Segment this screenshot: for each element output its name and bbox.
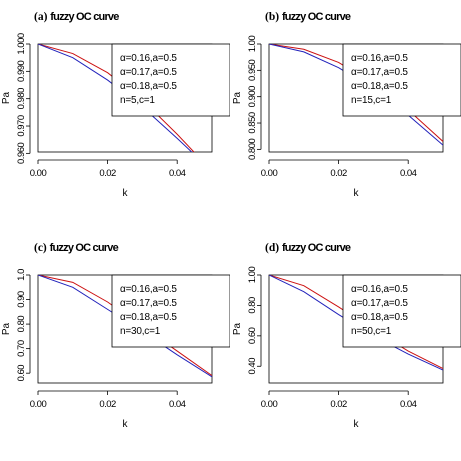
x-tick-label: 0.04 — [400, 168, 417, 179]
x-tick-label: 0.00 — [261, 168, 278, 179]
legend-entry: α=0.16,a=0.5 — [351, 284, 408, 295]
legend-entry: α=0.16,a=0.5 — [351, 53, 408, 64]
y-tick-label: 0.60 — [16, 365, 27, 382]
panel-label: (b) — [265, 11, 282, 23]
y-tick-label: 0.950 — [247, 59, 258, 80]
x-tick-label: 0.00 — [30, 168, 47, 179]
x-tick-label: 0.02 — [330, 168, 347, 179]
y-tick-label: 1.00 — [247, 36, 258, 53]
chart-title: (b) fuzzy OC curve — [265, 11, 351, 23]
legend-entry: n=30,c=1 — [120, 326, 161, 337]
legend-box — [111, 274, 230, 348]
y-tick-label: 0.980 — [16, 88, 27, 109]
legend-entry: α=0.17,a=0.5 — [120, 298, 177, 309]
chart-title: (c) fuzzy OC curve — [34, 242, 119, 254]
legend-entry: α=0.17,a=0.5 — [351, 298, 408, 309]
chart-svg: (b) fuzzy OC curve 0.00 0.02 0.04 k 0.800 0.85… — [232, 11, 461, 199]
x-tick-label: 0.04 — [169, 399, 186, 410]
panel-b: (b) fuzzy OC curve 0.00 0.02 0.04 k 0.800 0.85… — [231, 0, 461, 230]
y-tick-label: 0.80 — [16, 316, 27, 333]
y-tick-label: 1.0 — [16, 269, 27, 281]
title-text: fuzzy OC curve — [50, 11, 119, 23]
panel-label: (c) — [34, 242, 50, 254]
chart-svg: (a) fuzzy OC curve 0.00 0.02 0.04 k 0.960 0.97… — [1, 11, 230, 199]
y-tick-label: 0.850 — [247, 112, 258, 133]
y-tick-label: 0.60 — [247, 327, 258, 344]
y-tick-label: 0.90 — [16, 291, 27, 308]
legend-entry: α=0.17,a=0.5 — [351, 67, 408, 78]
x-axis-label: k — [123, 188, 129, 199]
x-tick-label: 0.00 — [30, 399, 47, 410]
chart-svg: (c) fuzzy OC curve 0.00 0.02 0.04 k 0.60 0.70 0… — [1, 242, 230, 430]
x-axis-label: k — [123, 419, 129, 430]
x-axis-label: k — [354, 188, 360, 199]
y-axis-label: Pa — [1, 91, 12, 104]
x-tick-label: 0.04 — [400, 399, 417, 410]
panel-a: (a) fuzzy OC curve 0.00 0.02 0.04 k 0.960 0.97… — [0, 0, 230, 230]
panel-d: (d) fuzzy OC curve 0.00 0.02 0.04 k 0.40 0.60 0… — [231, 231, 461, 461]
title-text: fuzzy OC curve — [282, 242, 351, 254]
y-tick-label: 0.990 — [16, 60, 27, 81]
y-axis-label: Pa — [232, 322, 243, 335]
title-text: fuzzy OC curve — [282, 11, 351, 23]
legend-box — [342, 43, 461, 117]
chart-title: (a) fuzzy OC curve — [34, 11, 119, 23]
x-tick-label: 0.02 — [99, 399, 116, 410]
y-axis-label: Pa — [232, 91, 243, 104]
chart-title: (d) fuzzy OC curve — [265, 242, 351, 254]
x-tick-label: 0.02 — [330, 399, 347, 410]
legend-entry: α=0.18,a=0.5 — [351, 81, 408, 92]
legend-entry: α=0.16,a=0.5 — [120, 53, 177, 64]
y-tick-label: 0.900 — [247, 86, 258, 107]
x-tick-label: 0.02 — [99, 168, 116, 179]
panel-label: (d) — [265, 242, 282, 254]
panel-label: (a) — [34, 11, 50, 23]
legend-box — [342, 274, 461, 348]
y-tick-label: 0.40 — [247, 358, 258, 375]
chart-svg: (d) fuzzy OC curve 0.00 0.02 0.04 k 0.40 0.60 0… — [232, 242, 461, 430]
panel-c: (c) fuzzy OC curve 0.00 0.02 0.04 k 0.60 0.70 0… — [0, 231, 230, 461]
y-tick-label: 0.970 — [16, 115, 27, 136]
legend-entry: α=0.16,a=0.5 — [120, 284, 177, 295]
y-tick-label: 1.00 — [247, 267, 258, 284]
title-text: fuzzy OC curve — [50, 242, 119, 254]
y-tick-label: 0.70 — [16, 340, 27, 357]
legend-entry: n=5,c=1 — [120, 95, 155, 106]
legend-entry: n=50,c=1 — [351, 326, 392, 337]
x-tick-label: 0.04 — [169, 168, 186, 179]
y-tick-label: 0.800 — [247, 139, 258, 160]
y-tick-label: 0.80 — [247, 297, 258, 314]
legend-entry: α=0.18,a=0.5 — [351, 312, 408, 323]
y-axis-label: Pa — [1, 322, 12, 335]
x-axis-label: k — [354, 419, 360, 430]
x-tick-label: 0.00 — [261, 399, 278, 410]
legend-entry: n=15,c=1 — [351, 95, 392, 106]
legend-box — [111, 43, 230, 117]
legend-entry: α=0.17,a=0.5 — [120, 67, 177, 78]
legend-entry: α=0.18,a=0.5 — [120, 81, 177, 92]
y-tick-label: 0.960 — [16, 143, 27, 164]
y-tick-label: 1.000 — [16, 33, 27, 54]
legend-entry: α=0.18,a=0.5 — [120, 312, 177, 323]
